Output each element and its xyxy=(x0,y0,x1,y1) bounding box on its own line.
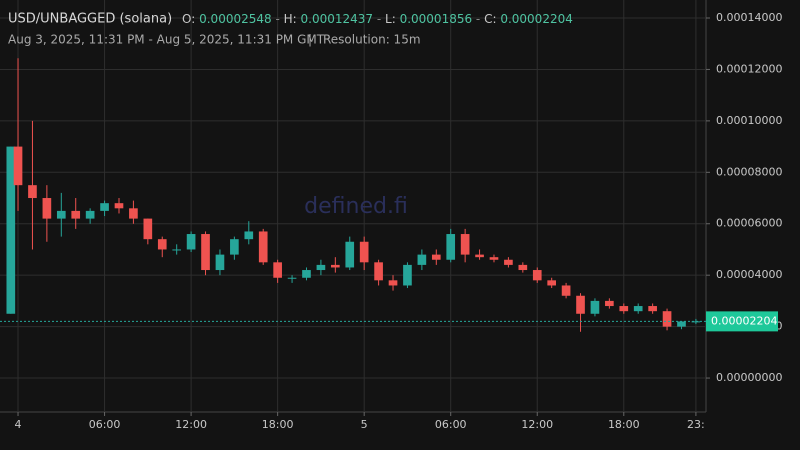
candle-body xyxy=(605,300,614,307)
candle-body xyxy=(273,262,282,278)
candle-body xyxy=(13,146,23,186)
x-tick-label: 12:00 xyxy=(175,418,207,431)
candle-body xyxy=(258,231,268,263)
candle-body xyxy=(633,306,643,312)
y-tick-label: 0.00014000 xyxy=(716,11,782,24)
candle-body xyxy=(619,306,629,312)
candle-body xyxy=(677,321,686,327)
separator: - xyxy=(272,12,284,26)
candle-body xyxy=(85,210,95,219)
y-tick-label: 0.00008000 xyxy=(716,165,782,178)
candle-body xyxy=(460,234,470,255)
candle-body xyxy=(42,198,52,219)
candle-body xyxy=(186,234,196,250)
x-tick-label: 06:00 xyxy=(435,418,467,431)
ohlc-value: 0.00012437 xyxy=(301,12,374,26)
candle-body xyxy=(648,306,657,312)
candle-body xyxy=(431,254,441,260)
candle-body xyxy=(388,280,398,286)
ohlc-label: L: xyxy=(385,12,396,26)
x-tick-label: 12:00 xyxy=(521,418,553,431)
candle-body xyxy=(302,270,311,278)
ohlc-value: 0.00001856 xyxy=(400,12,473,26)
watermark: defined.fi xyxy=(304,194,408,219)
ohlc-readout: O: 0.00002548 - H: 0.00012437 - L: 0.000… xyxy=(182,12,573,26)
candle-body xyxy=(331,264,340,268)
x-tick-label: 18:00 xyxy=(608,418,640,431)
candle-body xyxy=(590,300,600,314)
candle-body xyxy=(114,203,124,209)
candle-body xyxy=(56,210,66,219)
candle-body xyxy=(157,239,167,250)
y-tick-label: 0.00004000 xyxy=(716,268,782,281)
candle-body xyxy=(403,264,412,286)
y-tick-label: 0.00012000 xyxy=(716,62,782,75)
candle-body xyxy=(316,264,326,271)
candle-body xyxy=(691,321,701,323)
candle-body xyxy=(6,146,16,314)
candle-body xyxy=(100,203,109,211)
ohlc-value: 0.00002204 xyxy=(500,12,573,26)
chart-title: USD/UNBAGGED (solana) xyxy=(8,12,172,27)
ohlc-value: 0.00002548 xyxy=(199,12,272,26)
x-tick-label: 18:00 xyxy=(262,418,294,431)
candle-body xyxy=(345,241,355,268)
candle-body xyxy=(201,234,210,271)
y-tick-label: 0.00006000 xyxy=(716,217,782,230)
candle-body xyxy=(475,254,484,258)
separator: - xyxy=(373,12,385,26)
x-tick-label: 5 xyxy=(361,418,368,431)
date-range: Aug 3, 2025, 11:31 PM - Aug 5, 2025, 11:… xyxy=(8,33,325,47)
x-tick-label: 23: xyxy=(687,418,705,431)
candle-body xyxy=(532,270,542,281)
x-tick-label: 06:00 xyxy=(89,418,121,431)
candle-body xyxy=(28,185,37,199)
candle-body xyxy=(489,257,499,260)
candle-body xyxy=(417,254,427,265)
candle-body xyxy=(215,254,225,271)
y-tick-label: 0.00000000 xyxy=(716,371,782,384)
candle-body xyxy=(547,280,557,286)
candle-body xyxy=(561,285,571,296)
ohlc-label: C: xyxy=(484,12,496,26)
candle-body xyxy=(244,231,254,240)
separator: - xyxy=(472,12,484,26)
candle-body xyxy=(518,264,528,271)
plot: 0.000000000.000020000.000040000.00006000… xyxy=(0,0,782,431)
ohlc-label: H: xyxy=(284,12,297,26)
candle-body xyxy=(287,277,297,279)
candle-body xyxy=(230,239,239,255)
resolution: Resolution: 15m xyxy=(323,33,421,47)
candle-body xyxy=(129,208,138,219)
separator: | xyxy=(308,33,312,47)
last-price-label: 0.00002204 xyxy=(711,314,777,327)
candle-body xyxy=(172,249,182,251)
candle-body xyxy=(71,210,81,219)
y-tick-label: 0.00010000 xyxy=(716,114,782,127)
x-tick-label: 4 xyxy=(15,418,22,431)
candle-body xyxy=(374,262,383,281)
candle-body xyxy=(504,259,513,265)
candle-body xyxy=(576,295,585,314)
candle-body xyxy=(359,241,369,263)
candle-body xyxy=(662,311,672,327)
ohlc-label: O: xyxy=(182,12,195,26)
candle-body xyxy=(446,234,456,260)
candle-body xyxy=(143,218,153,240)
last-price-tag xyxy=(706,311,778,332)
